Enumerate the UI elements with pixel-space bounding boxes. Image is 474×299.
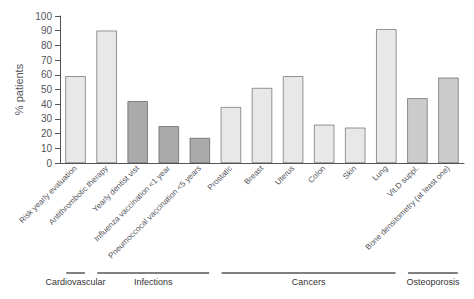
- svg-text:Uterus: Uterus: [273, 164, 296, 187]
- svg-text:20: 20: [41, 128, 53, 139]
- svg-text:% patients: % patients: [13, 63, 25, 115]
- svg-text:40: 40: [41, 99, 53, 110]
- svg-text:Cancers: Cancers: [292, 277, 326, 287]
- svg-text:Yearly dentist vist: Yearly dentist vist: [90, 163, 141, 214]
- svg-text:Breast: Breast: [242, 163, 265, 186]
- svg-text:Influenza vaccination <1 year: Influenza vaccination <1 year: [92, 163, 172, 244]
- svg-text:Pneumoccocal vaccination <5 ye: Pneumoccocal vaccination <5 years: [106, 164, 203, 261]
- svg-text:Vit.D suppl.: Vit.D suppl.: [385, 163, 421, 199]
- svg-text:100: 100: [35, 11, 52, 22]
- svg-text:Skin: Skin: [341, 164, 358, 181]
- svg-text:Cardiovascular: Cardiovascular: [46, 277, 106, 287]
- svg-text:Lung: Lung: [371, 164, 390, 183]
- svg-text:70: 70: [41, 55, 53, 66]
- svg-text:90: 90: [41, 25, 53, 36]
- svg-text:80: 80: [41, 40, 53, 51]
- svg-text:Osteoporosis: Osteoporosis: [406, 277, 460, 287]
- svg-text:0: 0: [46, 158, 52, 169]
- svg-text:30: 30: [41, 113, 53, 124]
- svg-text:Bone densitometry (at least on: Bone densitometry (at least one): [364, 164, 452, 252]
- svg-text:Risk yearly evaluation: Risk yearly evaluation: [17, 164, 78, 225]
- svg-text:50: 50: [41, 84, 53, 95]
- svg-text:10: 10: [41, 143, 53, 154]
- svg-text:60: 60: [41, 69, 53, 80]
- svg-text:Infections: Infections: [134, 277, 173, 287]
- svg-text:Prostatic: Prostatic: [206, 164, 234, 192]
- svg-text:Antithrombotic therapy: Antithrombotic therapy: [47, 164, 110, 227]
- svg-text:Colon: Colon: [306, 164, 327, 185]
